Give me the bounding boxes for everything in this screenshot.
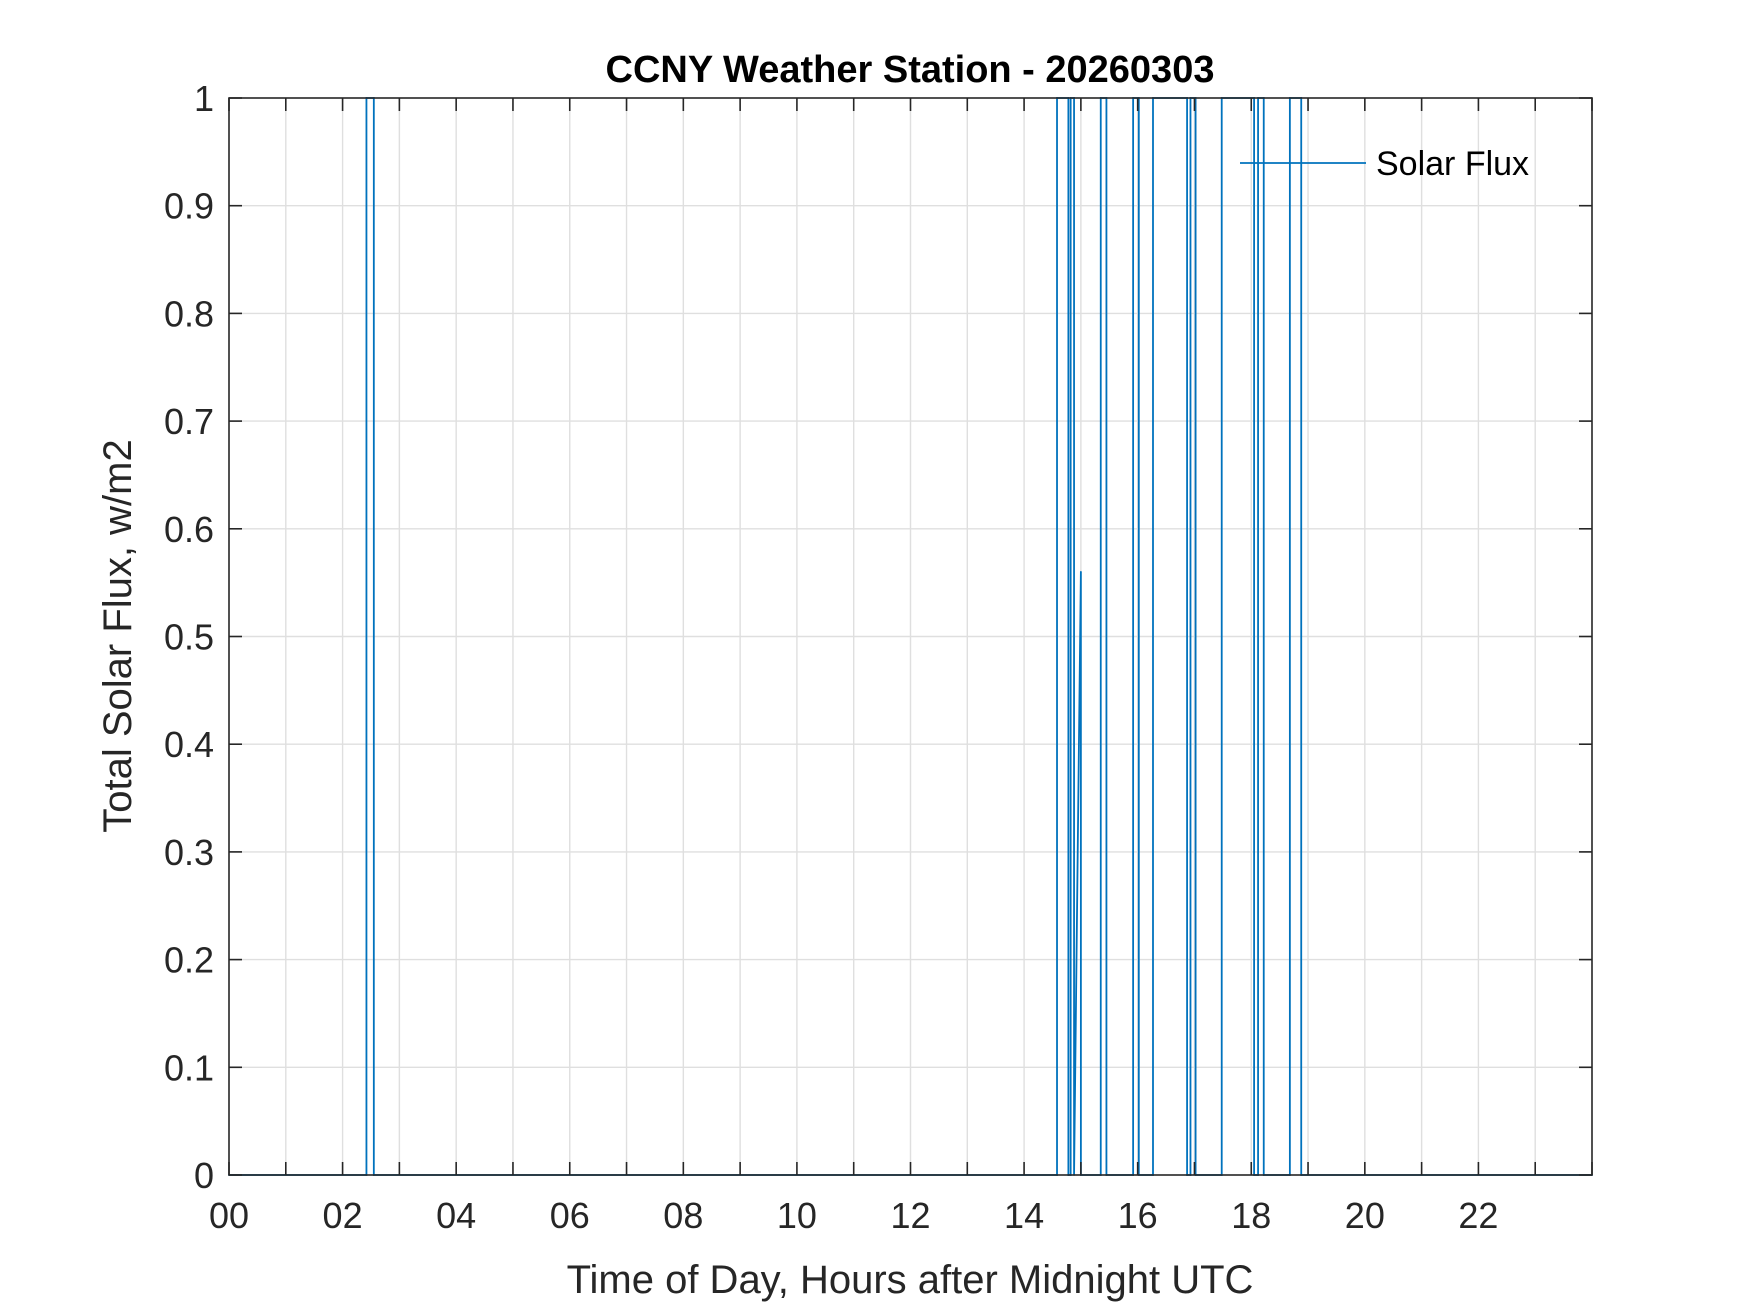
- y-tick-label: 0.2: [164, 940, 214, 981]
- y-tick-label: 0.6: [164, 509, 214, 550]
- x-tick-label: 16: [1118, 1195, 1158, 1236]
- x-tick-label: 12: [890, 1195, 930, 1236]
- y-tick-label: 1: [194, 78, 214, 119]
- x-tick-label: 14: [1004, 1195, 1044, 1236]
- ticks: 00 02 04 06 08 10 12 14 16 18 20 22 0 0.1 0.2 0.3 0.4 0.5…: [164, 78, 1593, 1236]
- y-tick-label: 0.7: [164, 401, 214, 442]
- y-tick-label: 0.4: [164, 724, 214, 765]
- grid: [229, 98, 1592, 1175]
- y-tick-label: 0: [194, 1155, 214, 1196]
- y-tick-label: 0.9: [164, 186, 214, 227]
- legend: Solar Flux: [1240, 145, 1529, 183]
- y-tick-label: 0.3: [164, 832, 214, 873]
- y-tick-label: 0.1: [164, 1047, 214, 1088]
- series-line-solar-flux: [229, 97, 1592, 1176]
- x-tick-label: 10: [777, 1195, 817, 1236]
- x-tick-label: 00: [209, 1195, 249, 1236]
- y-tick-label: 0.8: [164, 293, 214, 334]
- x-tick-label: 02: [323, 1195, 363, 1236]
- x-tick-label: 04: [436, 1195, 476, 1236]
- y-axis-label: Total Solar Flux, w/m2: [96, 439, 140, 832]
- x-axis-label: Time of Day, Hours after Midnight UTC: [567, 1258, 1254, 1302]
- x-tick-label: 22: [1458, 1195, 1498, 1236]
- x-tick-label: 20: [1345, 1195, 1385, 1236]
- data-point: [1079, 570, 1082, 573]
- x-tick-label: 06: [550, 1195, 590, 1236]
- x-tick-label: 18: [1231, 1195, 1271, 1236]
- chart-title: CCNY Weather Station - 20260303: [606, 49, 1215, 91]
- x-tick-label: 08: [663, 1195, 703, 1236]
- y-tick-label: 0.5: [164, 617, 214, 658]
- legend-label-solar-flux: Solar Flux: [1376, 145, 1529, 183]
